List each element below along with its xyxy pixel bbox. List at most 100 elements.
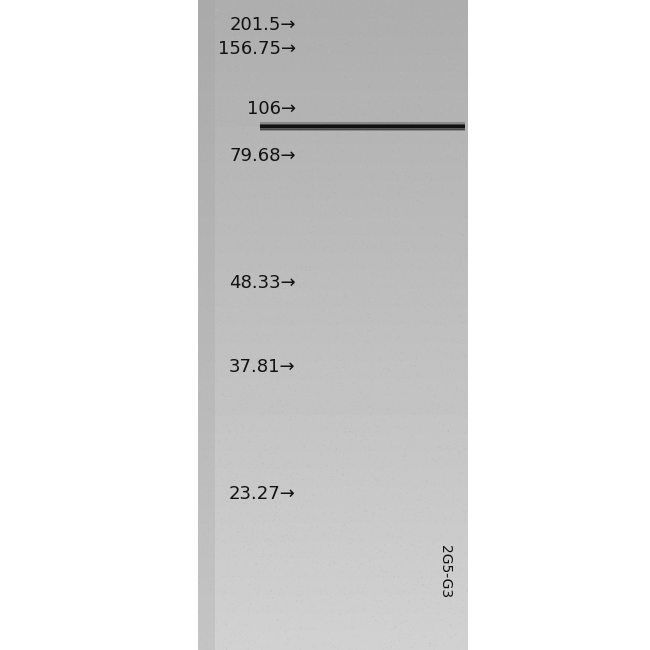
Point [402, 38, 413, 49]
Point [348, 13, 358, 23]
Point [209, 189, 219, 200]
Point [307, 261, 318, 271]
Point [283, 538, 293, 549]
Point [330, 567, 341, 578]
Point [365, 445, 375, 455]
Point [265, 309, 275, 319]
Point [424, 313, 434, 323]
Point [310, 556, 320, 566]
Point [306, 261, 316, 272]
Point [282, 64, 293, 74]
Point [265, 317, 275, 327]
Point [242, 96, 252, 106]
Point [271, 415, 281, 426]
Point [394, 114, 404, 125]
Point [335, 69, 346, 79]
Point [263, 229, 273, 239]
Point [328, 488, 339, 499]
Point [456, 503, 467, 514]
Point [281, 25, 292, 35]
Point [358, 273, 368, 283]
Point [370, 569, 380, 579]
Point [231, 489, 242, 500]
Point [379, 169, 389, 179]
Point [216, 525, 226, 535]
Point [370, 31, 381, 42]
Point [375, 185, 385, 196]
Point [448, 57, 459, 67]
Point [350, 601, 360, 611]
Point [306, 546, 317, 556]
Point [446, 136, 456, 147]
Point [460, 140, 471, 151]
Point [315, 518, 326, 528]
Point [354, 481, 364, 491]
Point [233, 68, 243, 79]
Point [452, 195, 462, 205]
Point [237, 404, 247, 414]
Point [279, 79, 289, 90]
Point [404, 91, 414, 101]
Point [274, 395, 284, 405]
Point [360, 152, 370, 162]
Point [392, 212, 402, 222]
Point [373, 570, 384, 580]
Point [343, 60, 354, 70]
Point [297, 514, 307, 524]
Point [225, 164, 235, 174]
Point [402, 254, 413, 264]
Point [413, 173, 424, 183]
Point [356, 53, 367, 63]
Point [222, 25, 232, 35]
Point [344, 315, 354, 325]
Point [445, 291, 455, 301]
Point [265, 454, 276, 464]
Point [268, 150, 279, 161]
Point [272, 319, 282, 330]
Point [315, 384, 326, 395]
Point [252, 554, 263, 564]
Point [214, 245, 224, 255]
Point [455, 148, 465, 159]
Point [312, 534, 322, 545]
Point [411, 482, 422, 493]
Point [266, 402, 276, 412]
Point [229, 276, 240, 286]
Point [292, 68, 302, 79]
Point [320, 342, 331, 352]
Point [367, 239, 377, 250]
Point [204, 486, 214, 497]
Point [305, 374, 315, 385]
Point [360, 560, 370, 571]
Point [197, 501, 207, 512]
Point [259, 158, 269, 168]
Point [198, 486, 208, 496]
Point [382, 530, 393, 540]
Point [412, 573, 423, 584]
Point [289, 473, 299, 484]
Point [343, 507, 353, 517]
Point [326, 426, 336, 437]
Point [309, 495, 320, 505]
Point [205, 105, 216, 115]
Point [368, 27, 378, 37]
Point [379, 339, 389, 350]
Point [354, 85, 365, 96]
Point [372, 239, 383, 249]
Point [254, 253, 265, 263]
Point [397, 519, 408, 530]
Point [220, 328, 231, 339]
Point [283, 179, 293, 189]
Point [430, 538, 440, 549]
Point [275, 495, 285, 506]
Point [272, 117, 282, 127]
Point [382, 331, 393, 341]
Point [280, 374, 290, 384]
Point [455, 422, 465, 433]
Point [291, 155, 301, 165]
Point [306, 49, 316, 59]
Point [378, 8, 388, 18]
Point [339, 123, 350, 133]
Point [292, 329, 303, 339]
Point [456, 595, 467, 605]
